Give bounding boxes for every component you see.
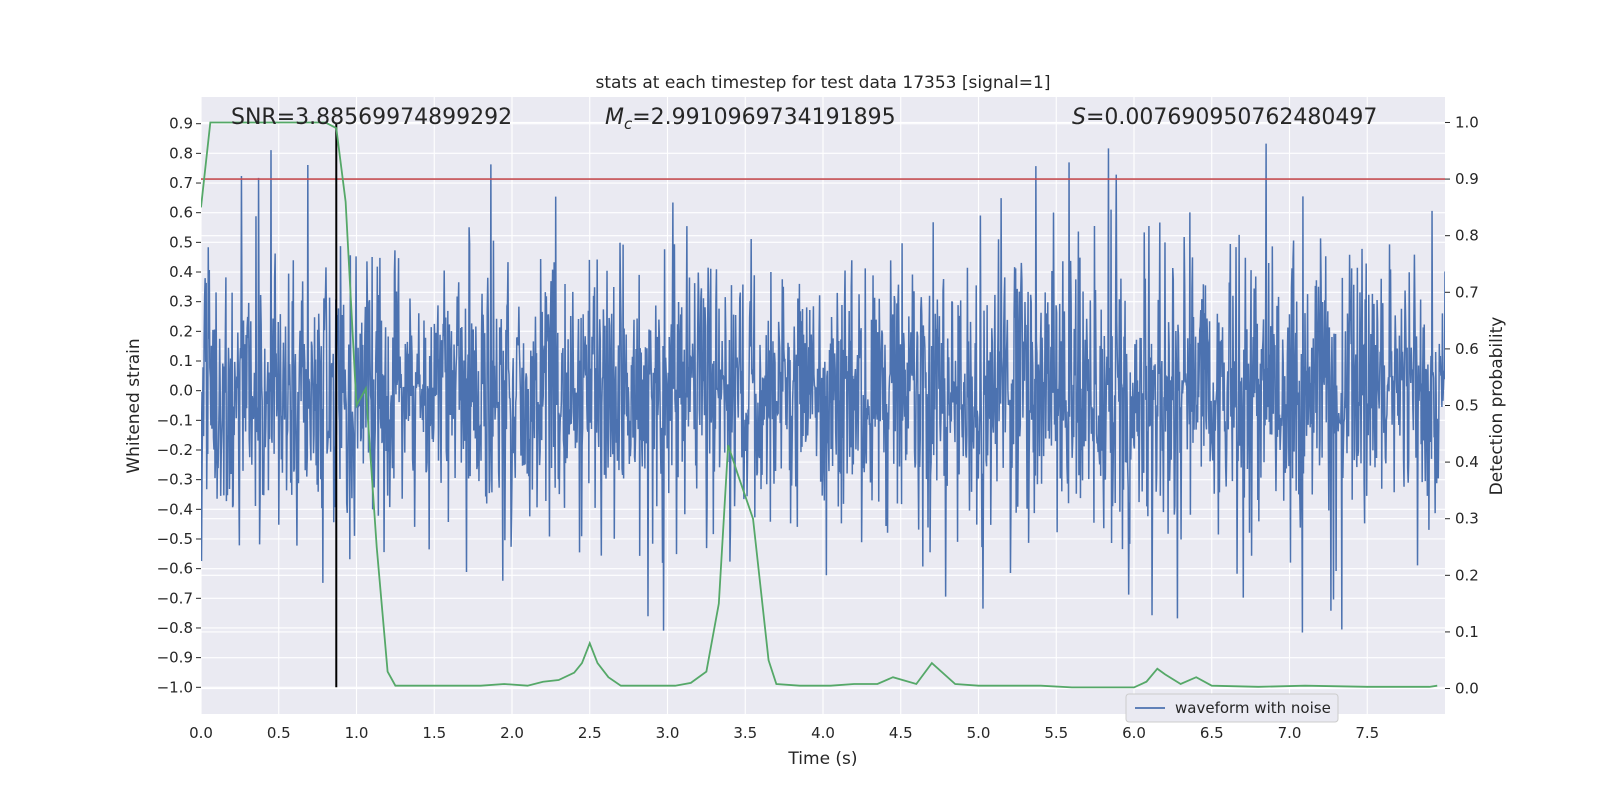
y-left-tick-label: −0.1 (157, 411, 193, 429)
y-right-tick-label: 1.0 (1455, 113, 1479, 131)
y-left-tick-label: 0.0 (169, 382, 193, 400)
y-left-tick-label: −0.9 (157, 649, 193, 667)
y-left-tick-label: −0.6 (157, 560, 193, 578)
legend-box (1125, 693, 1339, 723)
x-tick-label: 4.0 (811, 724, 835, 742)
s-symbol: S (1072, 105, 1086, 130)
s-annotation: S=0.007690950762480497 (1072, 105, 1377, 130)
x-tick-label: 2.0 (500, 724, 524, 742)
y-right-tick-label: 0.6 (1455, 340, 1479, 358)
y-right-tick-label: 0.1 (1455, 623, 1479, 641)
waveform-layer (201, 143, 1445, 633)
x-tick-label: 3.0 (656, 724, 680, 742)
probability-layer (201, 121, 1445, 689)
x-tick-label: 7.0 (1278, 724, 1302, 742)
legend-waveform-label: waveform with noise (1175, 699, 1331, 717)
y-right-tick-label: 0.7 (1455, 283, 1479, 301)
y-right-tick-label: 0.5 (1455, 397, 1479, 415)
y-left-tick-label: −0.7 (157, 589, 193, 607)
x-tick-label: 0.0 (189, 724, 213, 742)
chirp-mass-symbol: M (605, 105, 624, 130)
x-tick-label: 0.5 (267, 724, 291, 742)
y-left-tick-label: −0.4 (157, 500, 193, 518)
y-left-tick-label: −0.2 (157, 441, 193, 459)
x-axis-label: Time (s) (787, 749, 857, 769)
y-left-tick-label: 0.8 (169, 144, 193, 162)
snr-annotation: SNR=3.88569974899292 (231, 105, 512, 130)
y-left-tick-label: 0.9 (169, 115, 193, 133)
y-right-tick-label: 0.9 (1455, 170, 1479, 188)
x-tick-label: 5.0 (967, 724, 991, 742)
chirp-mass-subscript: c (624, 115, 633, 133)
y-right-tick-label: 0.4 (1455, 453, 1479, 471)
chart-title: stats at each timestep for test data 173… (596, 73, 1051, 93)
y-left-tick-label: 0.7 (169, 174, 193, 192)
x-tick-label: 3.5 (733, 724, 757, 742)
legend: waveform with noise (1125, 693, 1339, 723)
x-tick-label: 5.5 (1044, 724, 1068, 742)
x-tick-label: 1.5 (422, 724, 446, 742)
ticks: 0.0 0.5 1.0 1.5 2.0 2.5 3.0 3.5 4.0 4.5 5.0 5.5 6.0 6… (157, 113, 1479, 742)
y-left-tick-label: −0.8 (157, 619, 193, 637)
y-right-tick-label: 0.8 (1455, 227, 1479, 245)
y-left-tick-label: −0.5 (157, 530, 193, 548)
probability-series (201, 121, 1438, 689)
y-right-tick-label: 0.3 (1455, 510, 1479, 528)
s-value: =0.007690950762480497 (1086, 105, 1377, 130)
y-left-tick-label: 0.4 (169, 263, 193, 281)
y-axis-left-label: Whitened strain (124, 338, 144, 473)
x-tick-label: 2.5 (578, 724, 602, 742)
y-right-tick-label: 0.0 (1455, 680, 1479, 698)
chirp-mass-value: =2.9910969734191895 (632, 105, 895, 130)
y-left-tick-label: 0.2 (169, 322, 193, 340)
x-tick-label: 6.5 (1200, 724, 1224, 742)
y-left-tick-label: −1.0 (157, 678, 193, 696)
y-left-tick-label: 0.1 (169, 352, 193, 370)
y-left-tick-label: −0.3 (157, 471, 193, 489)
y-left-tick-label: 0.6 (169, 204, 193, 222)
chirp-mass-annotation: Mc=2.9910969734191895 (605, 105, 896, 133)
y-axis-right-label: Detection probability (1487, 317, 1507, 496)
y-right-tick-label: 0.2 (1455, 566, 1479, 584)
y-left-tick-label: 0.3 (169, 293, 193, 311)
y-left-tick-label: 0.5 (169, 233, 193, 251)
x-tick-label: 1.0 (345, 724, 369, 742)
x-tick-label: 6.0 (1122, 724, 1146, 742)
x-tick-label: 4.5 (889, 724, 913, 742)
waveform-series (201, 143, 1445, 633)
x-tick-label: 7.5 (1355, 724, 1379, 742)
